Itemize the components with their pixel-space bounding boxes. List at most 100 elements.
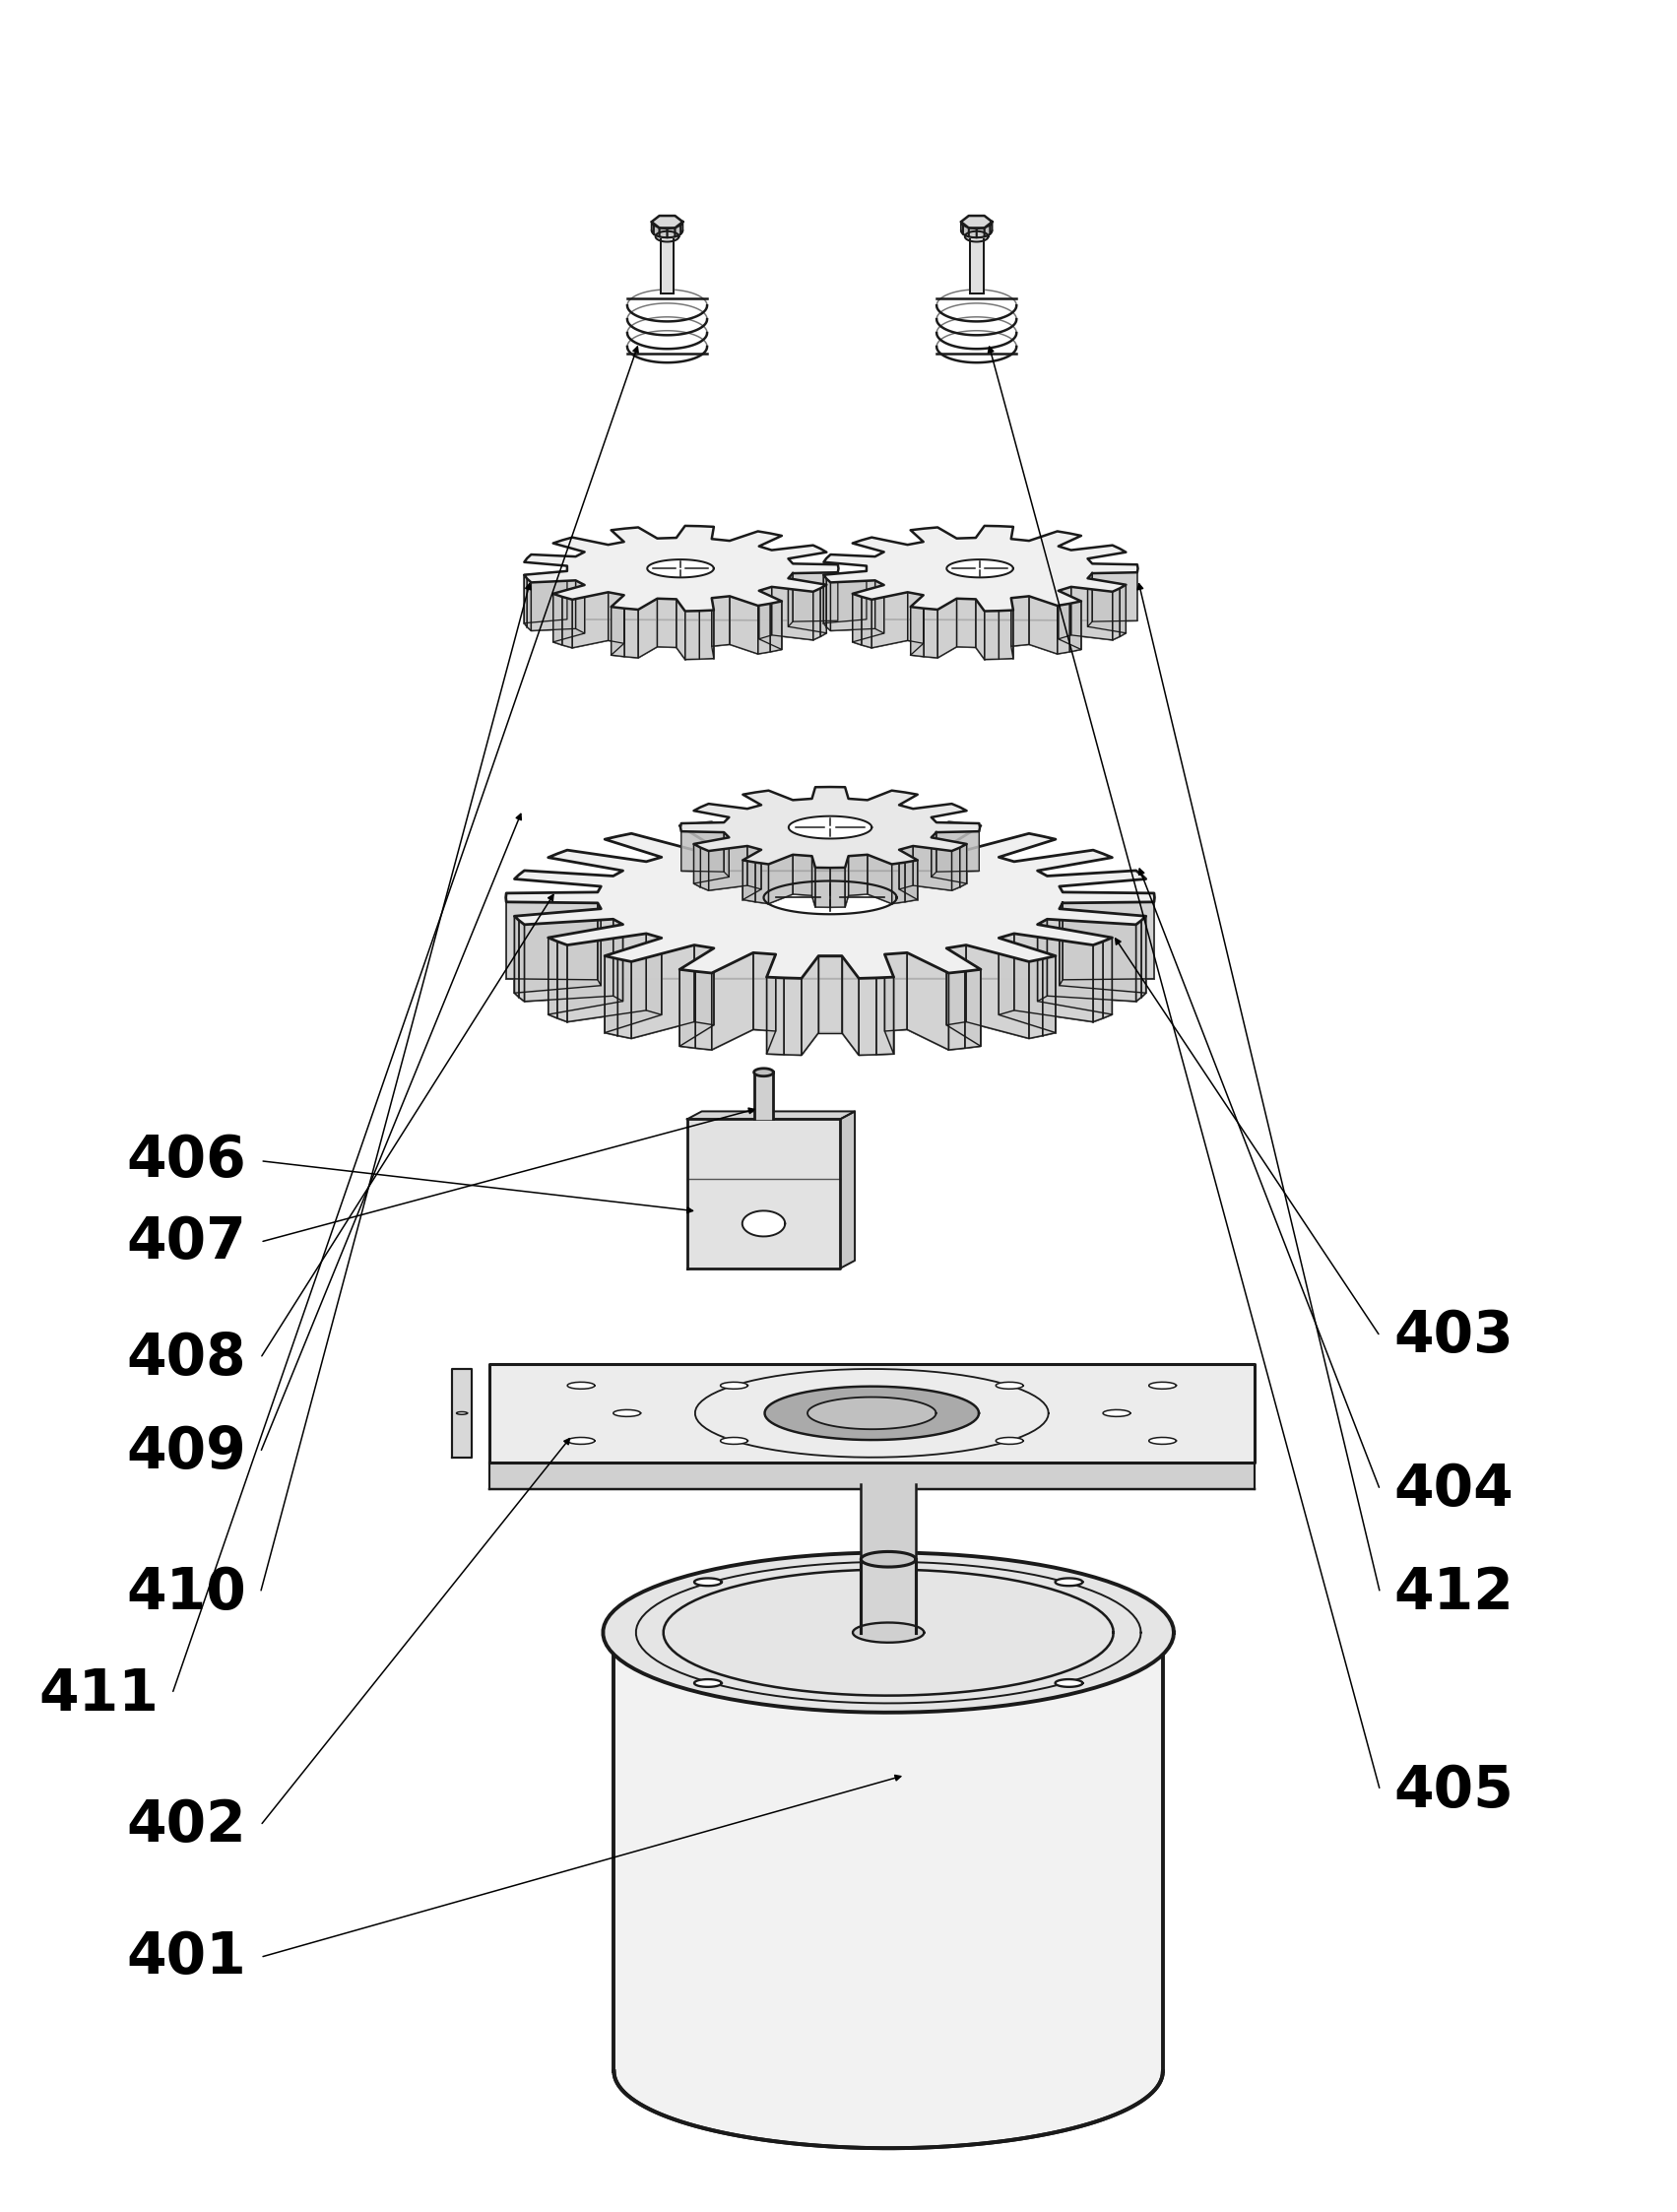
Polygon shape xyxy=(963,226,969,237)
Polygon shape xyxy=(694,945,714,1024)
Polygon shape xyxy=(1063,902,1154,980)
Text: 403: 403 xyxy=(1394,1307,1514,1365)
Polygon shape xyxy=(989,221,993,234)
Polygon shape xyxy=(852,593,862,646)
Polygon shape xyxy=(1058,591,1082,650)
Polygon shape xyxy=(976,228,984,237)
Polygon shape xyxy=(681,787,979,867)
Polygon shape xyxy=(609,593,624,644)
Polygon shape xyxy=(525,575,527,626)
Polygon shape xyxy=(788,577,827,633)
Polygon shape xyxy=(490,1462,1254,1489)
Polygon shape xyxy=(771,586,813,639)
Polygon shape xyxy=(911,606,924,657)
Polygon shape xyxy=(996,1382,1023,1389)
Polygon shape xyxy=(681,832,724,872)
Polygon shape xyxy=(842,956,859,1055)
Polygon shape xyxy=(808,1398,936,1429)
Polygon shape xyxy=(830,580,875,630)
Polygon shape xyxy=(1112,588,1120,639)
Polygon shape xyxy=(694,1679,721,1688)
Polygon shape xyxy=(755,1073,773,1119)
Polygon shape xyxy=(506,816,1154,978)
Polygon shape xyxy=(1046,920,1135,1002)
Polygon shape xyxy=(949,971,964,1051)
Polygon shape xyxy=(860,1484,916,1559)
Polygon shape xyxy=(1093,942,1103,1022)
Polygon shape xyxy=(860,1559,916,1632)
Polygon shape xyxy=(885,953,894,1053)
Polygon shape xyxy=(562,597,572,648)
Polygon shape xyxy=(624,608,639,657)
Polygon shape xyxy=(755,1068,773,1077)
Polygon shape xyxy=(996,1438,1023,1444)
Polygon shape xyxy=(506,902,597,980)
Polygon shape xyxy=(610,595,624,655)
Polygon shape xyxy=(812,856,815,907)
Polygon shape xyxy=(597,902,600,987)
Polygon shape xyxy=(964,969,981,1048)
Polygon shape xyxy=(575,580,585,633)
Polygon shape xyxy=(652,217,683,228)
Polygon shape xyxy=(1057,604,1070,655)
Polygon shape xyxy=(699,611,714,659)
Polygon shape xyxy=(946,949,981,1046)
Polygon shape xyxy=(931,832,936,876)
Polygon shape xyxy=(1092,573,1137,622)
Polygon shape xyxy=(961,217,993,228)
Polygon shape xyxy=(999,933,1015,1015)
Polygon shape xyxy=(721,1438,748,1444)
Polygon shape xyxy=(823,571,867,624)
Polygon shape xyxy=(823,526,1139,611)
Polygon shape xyxy=(827,580,830,630)
Polygon shape xyxy=(676,599,686,659)
Polygon shape xyxy=(656,232,679,241)
Polygon shape xyxy=(681,221,683,234)
Polygon shape xyxy=(984,226,989,237)
Text: 412: 412 xyxy=(1394,1566,1514,1621)
Polygon shape xyxy=(1103,938,1112,1018)
Polygon shape xyxy=(572,593,609,648)
Polygon shape xyxy=(453,1369,471,1458)
Text: 410: 410 xyxy=(126,1566,247,1621)
Polygon shape xyxy=(946,945,966,1024)
Polygon shape xyxy=(1070,602,1082,653)
Polygon shape xyxy=(1011,597,1030,646)
Polygon shape xyxy=(610,606,624,657)
Polygon shape xyxy=(525,920,614,1002)
Text: 411: 411 xyxy=(39,1666,158,1723)
Polygon shape xyxy=(907,593,924,644)
Polygon shape xyxy=(688,1119,840,1267)
Polygon shape xyxy=(701,847,709,891)
Polygon shape xyxy=(1038,920,1046,1002)
Polygon shape xyxy=(743,860,755,902)
Polygon shape xyxy=(605,938,661,1033)
Polygon shape xyxy=(1072,586,1112,639)
Polygon shape xyxy=(490,1365,1254,1462)
Polygon shape xyxy=(820,584,827,637)
Polygon shape xyxy=(694,845,701,887)
Polygon shape xyxy=(875,580,884,633)
Polygon shape xyxy=(617,958,631,1037)
Polygon shape xyxy=(679,949,714,1046)
Polygon shape xyxy=(899,845,912,889)
Polygon shape xyxy=(877,978,894,1055)
Polygon shape xyxy=(711,597,729,646)
Polygon shape xyxy=(694,838,729,883)
Polygon shape xyxy=(911,595,924,655)
Text: 401: 401 xyxy=(126,1929,247,1986)
Polygon shape xyxy=(1015,933,1093,1022)
Polygon shape xyxy=(845,856,849,907)
Text: 405: 405 xyxy=(1394,1763,1514,1818)
Polygon shape xyxy=(1088,573,1092,626)
Polygon shape xyxy=(614,1995,1162,2148)
Polygon shape xyxy=(907,953,949,1051)
Polygon shape xyxy=(515,916,518,998)
Polygon shape xyxy=(813,588,820,639)
Polygon shape xyxy=(885,953,907,1031)
Polygon shape xyxy=(1149,1382,1176,1389)
Polygon shape xyxy=(709,845,748,891)
Polygon shape xyxy=(768,854,793,905)
Polygon shape xyxy=(936,832,979,872)
Polygon shape xyxy=(937,599,956,657)
